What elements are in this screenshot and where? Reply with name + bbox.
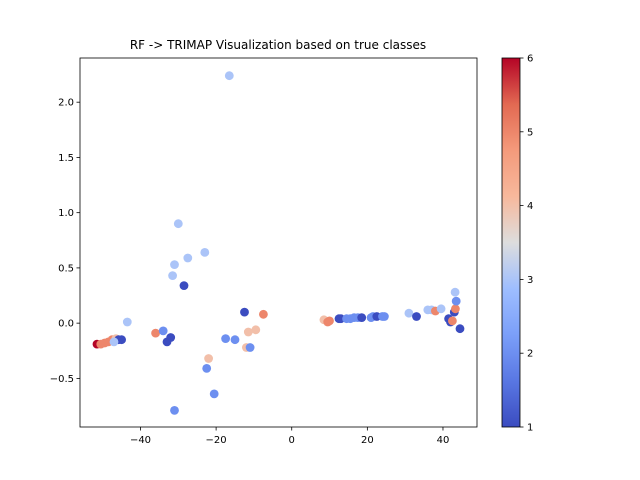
scatter-point <box>202 364 212 373</box>
scatter-point <box>117 335 126 345</box>
colorbar-tick-label: 1 <box>527 423 533 434</box>
scatter-point <box>151 328 161 338</box>
scatter-point <box>245 343 255 352</box>
scatter-point <box>450 287 460 297</box>
y-tick-label: 1.0 <box>58 208 74 219</box>
chart-title: RF -> TRIMAP Visualization based on true… <box>130 38 426 52</box>
points-layer <box>92 71 465 415</box>
y-tick-label: 0.5 <box>58 263 74 274</box>
scatter-point <box>230 335 240 345</box>
x-tick-label: 0 <box>289 435 295 446</box>
scatter-point <box>170 406 179 415</box>
x-axis: −40 −20 0 20 40 <box>130 427 449 446</box>
colorbar-tick-label: 2 <box>527 349 533 360</box>
scatter-point <box>251 325 261 335</box>
scatter-point <box>380 312 389 321</box>
scatter-point <box>412 312 421 321</box>
y-tick-label: 0.0 <box>58 319 74 330</box>
scatter-point <box>170 260 179 269</box>
scatter-point <box>436 304 446 314</box>
scatter-point <box>325 316 334 326</box>
y-tick-label: 1.5 <box>58 153 74 164</box>
scatter-point <box>259 309 268 319</box>
scatter-point <box>448 316 457 326</box>
scatter-point <box>209 389 219 399</box>
scatter-point <box>404 308 414 318</box>
x-tick-label: 40 <box>437 435 450 446</box>
colorbar: 1 2 3 4 5 6 <box>501 54 533 434</box>
scatter-point <box>451 296 461 306</box>
scatter-point <box>240 307 249 317</box>
scatter-point <box>357 313 367 322</box>
y-tick-label: 2.0 <box>58 98 74 109</box>
colorbar-tick-label: 5 <box>527 127 533 138</box>
x-tick-label: 20 <box>361 435 374 446</box>
scatter-point <box>173 219 183 229</box>
scatter-point <box>243 327 253 337</box>
scatter-point <box>109 337 119 347</box>
y-tick-label: −0.5 <box>50 374 74 385</box>
scatter-point <box>168 271 178 280</box>
x-tick-label: −40 <box>130 435 151 446</box>
colorbar-tick-label: 6 <box>527 54 533 65</box>
y-axis: −0.5 0.0 0.5 1.0 1.5 2.0 <box>50 98 80 385</box>
colorbar-tick-label: 3 <box>527 275 533 286</box>
scatter-point <box>122 317 132 327</box>
scatter-point <box>224 71 234 81</box>
scatter-point <box>451 304 460 314</box>
colorbar-gradient <box>501 57 521 428</box>
colorbar-tick-label: 4 <box>527 201 533 212</box>
scatter-point <box>162 337 172 347</box>
scatter-point <box>158 326 168 336</box>
scatter-point <box>200 248 210 257</box>
scatter-point <box>179 281 189 290</box>
scatter-point <box>221 334 231 343</box>
scatter-point <box>455 324 465 334</box>
plot-frame <box>79 57 478 428</box>
scatter-point <box>204 354 214 363</box>
x-tick-label: −20 <box>206 435 227 446</box>
scatter-point <box>183 253 193 263</box>
